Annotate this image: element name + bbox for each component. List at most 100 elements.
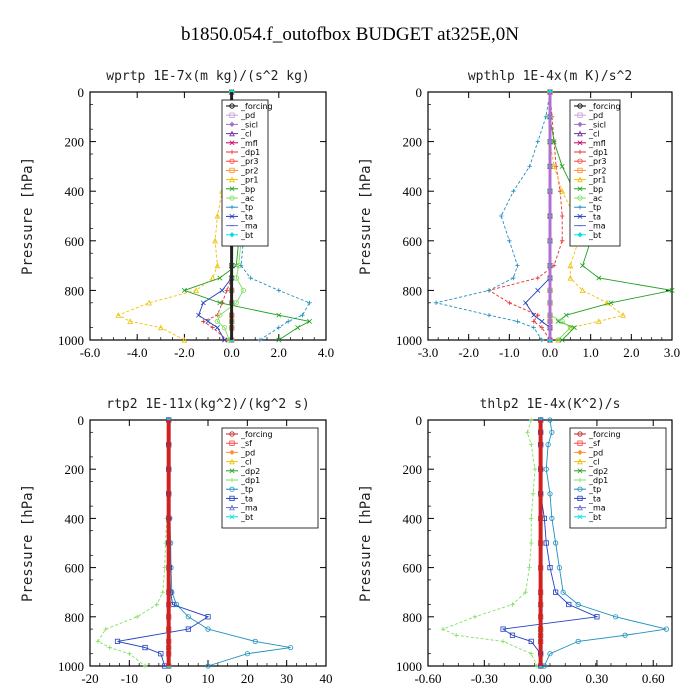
y-tick-label: 600 [65,234,85,249]
panel-rtp2: rtp2 1E-11x(kg^2)/(kg^2 s) Pressure [hPa]… [20,397,333,686]
data-point [222,337,228,343]
legend-marker [577,514,583,520]
data-point [181,336,188,343]
data-point [433,300,439,305]
data-point [579,287,586,293]
legend-marker [229,195,235,201]
data-point [214,318,221,324]
y-tick-label: 0 [78,413,85,428]
legend-marker [229,121,235,128]
legend-marker [229,449,235,456]
data-point [276,337,282,343]
data-point [547,491,553,497]
data-point [535,139,540,144]
legend-marker [577,140,583,146]
data-point [440,626,446,632]
legend-marker [229,431,235,437]
legend-marker [577,468,583,474]
legend-label: _dp1 [588,476,608,485]
data-point [453,633,459,638]
y-tick-label: 0 [78,85,85,100]
legend-label: _pr2 [588,166,606,175]
data-point [287,644,294,651]
data-point [214,262,221,269]
data-point [224,288,230,293]
data-point [486,313,492,318]
x-tick-label: 0.30 [586,671,609,686]
data-point [95,639,101,644]
data-point [539,325,545,330]
legend-marker [577,103,583,109]
legend-label: _ta [240,494,253,503]
data-point [529,417,534,423]
data-point [547,651,553,657]
data-point [515,319,520,324]
data-point [160,590,165,595]
data-point [608,300,614,306]
x-tick-label: 10 [202,671,215,686]
data-point [276,288,281,293]
legend-label: _cl [588,130,600,139]
data-point [205,318,211,324]
series-line-dp1 [97,420,170,667]
data-point [529,540,534,546]
legend-label: _sf [240,439,252,448]
panel-title: wpthlp 1E-4x(m K)/s^2 [468,69,632,84]
legend-label: _cl [588,458,600,467]
data-point [238,263,244,268]
data-point [567,274,574,281]
x-tick-label: 0.0 [223,345,239,360]
x-tick-label: -20 [81,671,98,686]
legend-label: _pd [240,448,255,457]
data-point [527,565,532,570]
data-point [472,614,478,619]
series-line-ta [117,420,210,667]
legend-marker [229,205,235,210]
y-tick-label: 400 [65,511,85,526]
x-tick-label: -2.0 [174,345,195,360]
legend-label: _tp [588,203,601,212]
legend-label: _pr2 [240,166,258,175]
legend-label: _bt [240,513,253,522]
legend-marker [229,176,235,183]
legend-marker [577,186,583,192]
data-point [510,602,515,607]
y-axis-label: Pressure [hPa] [20,484,36,602]
legend-label: _sicl [240,120,258,129]
legend-marker [229,468,235,474]
legend-marker [577,440,583,446]
data-point [559,188,566,194]
data-point [511,275,516,281]
data-point [173,601,180,608]
data-point [248,275,253,281]
data-point [567,262,574,269]
legend-marker [229,504,235,511]
legend-label: _bp [240,185,255,194]
legend-marker [229,514,235,520]
data-point [567,324,573,331]
data-point [566,601,572,608]
data-point [529,516,534,521]
data-point [276,325,281,330]
x-tick-label: 40 [320,671,333,686]
legend-marker [577,149,583,155]
data-point [185,626,191,632]
data-point [507,238,512,243]
data-point [622,632,628,638]
x-tick-label: 2.0 [271,345,287,360]
legend-label: _cl [240,458,252,467]
data-point [115,312,122,318]
data-point [580,263,586,269]
data-point [523,590,528,595]
data-point [185,614,191,620]
data-point [535,287,541,293]
legend-marker [577,504,583,511]
data-point [527,164,532,169]
x-tick-label: -1.0 [499,345,520,360]
x-tick-label: 30 [280,671,293,686]
data-point [193,287,200,293]
data-point [531,325,536,330]
legend-marker [577,458,583,465]
legend-marker [229,186,235,192]
